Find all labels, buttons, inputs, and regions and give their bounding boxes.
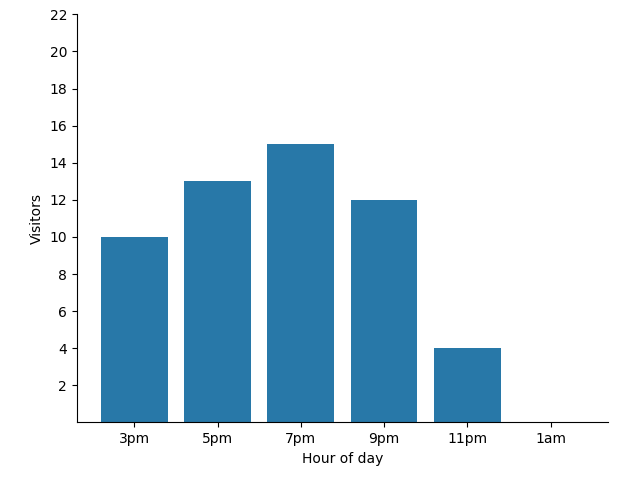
Y-axis label: Visitors: Visitors (30, 193, 44, 244)
X-axis label: Hour of day: Hour of day (301, 452, 383, 466)
Bar (434, 348, 500, 422)
Bar (268, 144, 334, 422)
Bar (351, 200, 417, 422)
Bar (101, 237, 168, 422)
Bar (184, 181, 251, 422)
